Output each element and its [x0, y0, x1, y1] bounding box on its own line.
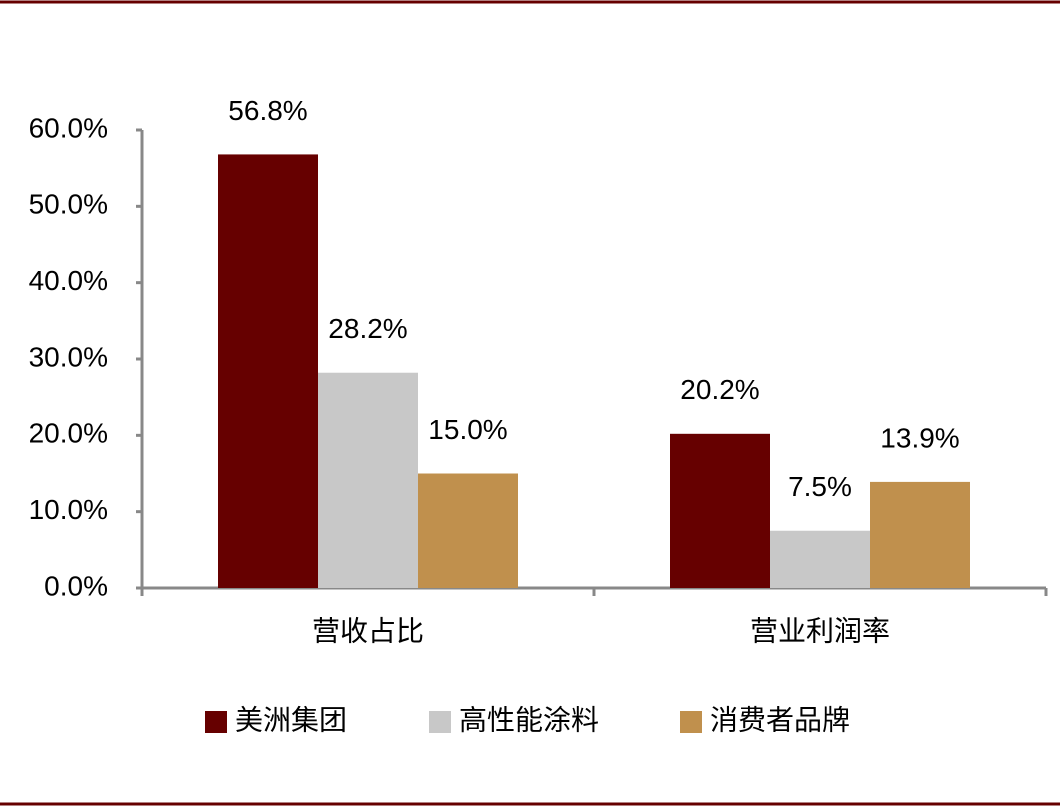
bar — [670, 433, 770, 588]
y-tick-label: 40.0% — [29, 265, 108, 296]
y-tick-label: 30.0% — [29, 341, 108, 372]
legend-swatch — [205, 711, 227, 733]
value-label: 13.9% — [880, 422, 959, 453]
bar — [870, 481, 970, 588]
value-label: 56.8% — [228, 95, 307, 126]
y-tick-label: 10.0% — [29, 494, 108, 525]
legend-swatch — [429, 711, 451, 733]
legend-label: 高性能涂料 — [459, 704, 599, 735]
bar — [318, 372, 418, 588]
y-tick-label: 0.0% — [44, 570, 108, 601]
y-tick-label: 60.0% — [29, 112, 108, 143]
x-tick-label: 营业利润率 — [750, 615, 890, 646]
x-tick-label: 营收占比 — [312, 615, 424, 646]
legend-swatch — [680, 711, 702, 733]
value-label: 28.2% — [328, 313, 407, 344]
legend-label: 美洲集团 — [235, 704, 347, 735]
bar — [418, 473, 518, 588]
value-label: 20.2% — [680, 374, 759, 405]
value-label: 15.0% — [428, 414, 507, 445]
y-tick-label: 20.0% — [29, 418, 108, 449]
y-tick-label: 50.0% — [29, 189, 108, 220]
bar — [218, 154, 318, 588]
legend-label: 消费者品牌 — [710, 704, 850, 735]
value-label: 7.5% — [788, 471, 852, 502]
bar — [770, 530, 870, 588]
